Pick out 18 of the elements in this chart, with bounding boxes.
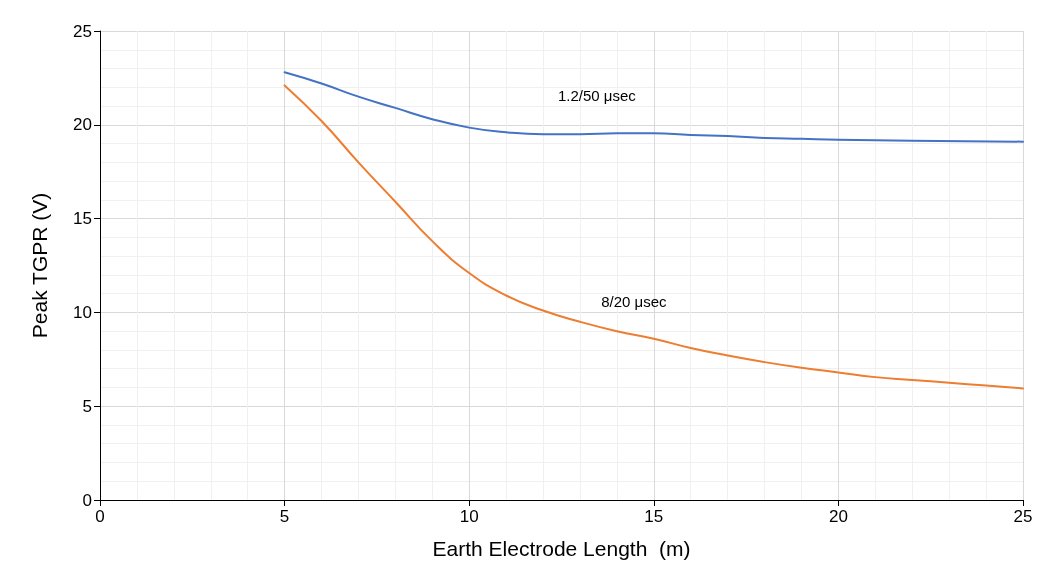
y-tick-label: 15 [73,209,92,229]
y-tick-label: 0 [82,490,92,510]
x-axis-title: Earth Electrode Length (m) [432,537,691,560]
y-tick-label: 10 [73,302,92,322]
y-tick-label: 5 [82,396,92,416]
y-tick-label: 25 [73,21,92,41]
x-tick-label: 5 [279,507,290,526]
y-axis-title: Peak TGPR (V) [28,192,51,339]
x-tick-label: 25 [1013,507,1033,526]
y-tick-label: 20 [73,115,92,135]
x-tick-label: 20 [828,507,848,526]
x-tick-label: 15 [644,507,664,526]
x-tick-label: 10 [459,507,479,526]
line-series [283,84,1024,390]
x-tick-label: 0 [95,507,105,526]
series-label: 1.2/50 μsec [557,87,637,105]
line-series [283,71,1024,143]
series-label: 8/20 μsec [601,292,667,310]
